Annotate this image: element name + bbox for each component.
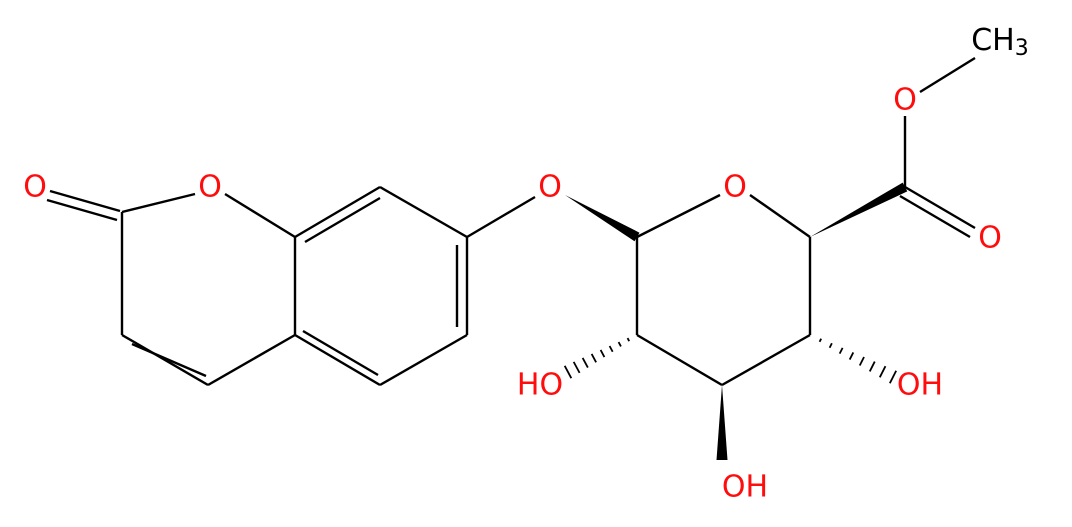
methyl-sub: 3 <box>1015 36 1029 61</box>
hash-bond <box>868 361 876 372</box>
atom-label: O <box>198 170 222 205</box>
hash-bond <box>581 357 589 369</box>
atom-label: CH3 <box>971 23 1029 61</box>
hash-bond <box>617 341 622 347</box>
hash-bond <box>599 349 606 358</box>
hash-bond <box>889 370 897 384</box>
hash-bond <box>572 361 581 374</box>
bonds <box>46 56 976 460</box>
hash-bond <box>563 365 573 379</box>
atom-label: O <box>723 170 747 205</box>
hash-bond <box>848 352 855 360</box>
atom-label: O <box>538 170 562 205</box>
atom-label: O <box>893 83 917 118</box>
hash-bond <box>608 345 614 353</box>
hash-bond <box>828 342 833 349</box>
atom-label: O <box>23 170 47 205</box>
atom-label: HO <box>517 368 563 403</box>
hash-bond <box>858 356 865 366</box>
atom-label: OH <box>897 368 943 403</box>
hash-bond <box>626 337 630 342</box>
hash-bond <box>838 347 844 355</box>
atom-label: OH <box>722 470 768 505</box>
hash-bond <box>818 338 822 343</box>
hash-bond <box>590 353 597 363</box>
hash-bond <box>879 365 887 378</box>
atom-label: O <box>978 221 1002 256</box>
methyl-main: CH <box>971 23 1015 58</box>
